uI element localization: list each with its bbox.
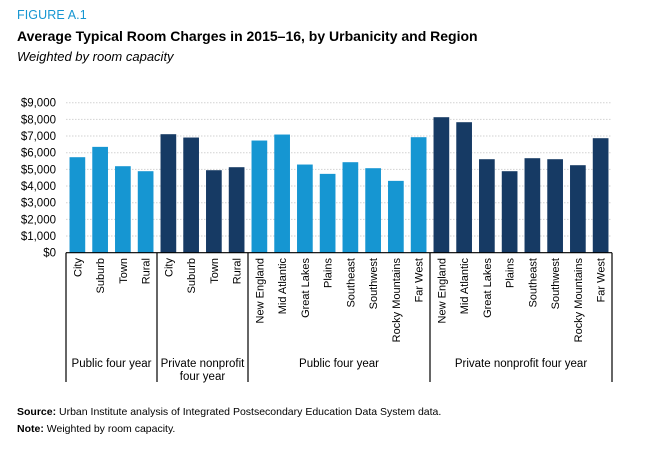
x-tick-label: Rocky Mountains bbox=[391, 258, 403, 343]
group-label: Public four year bbox=[299, 358, 379, 370]
bar bbox=[274, 134, 290, 253]
note-text: Weighted by room capacity. bbox=[43, 423, 176, 435]
y-axis: $0 $1,000 $2,000 $3,000 $4,000 $5,000 $6,000 $7… bbox=[21, 98, 56, 260]
y-tick-label: $1,000 bbox=[21, 231, 56, 243]
x-tick-label: Rural bbox=[232, 258, 244, 284]
bar bbox=[183, 137, 199, 253]
y-tick-label: $4,000 bbox=[21, 181, 56, 193]
bar bbox=[319, 173, 336, 253]
bar-chart: $0 $1,000 $2,000 $3,000 $4,000 $5,000 $6,000 $7… bbox=[21, 98, 613, 383]
source-label: Source: bbox=[17, 406, 57, 418]
y-tick-label: $7,000 bbox=[21, 131, 56, 143]
bar bbox=[365, 168, 381, 253]
chart-subtitle: Weighted by room capacity bbox=[17, 49, 174, 64]
bars bbox=[69, 117, 609, 253]
group-label: Private nonprofit bbox=[161, 358, 246, 370]
bar bbox=[228, 167, 245, 253]
figure-label: FIGURE A.1 bbox=[17, 8, 87, 22]
x-tick-label: Mid Atlantic bbox=[277, 258, 289, 315]
x-tick-label: New England bbox=[436, 258, 448, 323]
x-tick-label: Far West bbox=[596, 258, 608, 302]
group-label: Private nonprofit four year bbox=[455, 358, 587, 370]
x-tick-label: Town bbox=[118, 258, 130, 284]
y-tick-label: $3,000 bbox=[21, 198, 56, 210]
x-tick-label: Southeast bbox=[345, 258, 357, 308]
y-tick-label: $9,000 bbox=[21, 98, 56, 110]
bar bbox=[297, 164, 313, 253]
bar bbox=[388, 180, 404, 253]
x-tick-label: New England bbox=[254, 258, 266, 323]
bar bbox=[137, 171, 154, 253]
x-tick-label: Suburb bbox=[186, 258, 198, 293]
y-tick-label: $6,000 bbox=[21, 148, 56, 160]
x-tick-label: City bbox=[163, 258, 175, 277]
x-tick-label: Great Lakes bbox=[482, 258, 494, 318]
bar bbox=[570, 165, 586, 253]
bar bbox=[433, 117, 450, 253]
bar bbox=[115, 166, 131, 253]
x-tick-label: Rural bbox=[141, 258, 153, 284]
x-tick-label: Mid Atlantic bbox=[459, 258, 471, 315]
bar bbox=[456, 122, 472, 253]
bar bbox=[547, 159, 563, 253]
x-tick-label: Plains bbox=[505, 258, 517, 288]
x-tick-label: Town bbox=[209, 258, 221, 284]
note-label: Note: bbox=[17, 423, 44, 435]
x-tick-label: Southwest bbox=[368, 258, 380, 309]
x-tick-label: Great Lakes bbox=[300, 258, 312, 318]
bar bbox=[501, 171, 518, 253]
group-label: Public four year bbox=[72, 358, 152, 370]
y-tick-label: $0 bbox=[43, 248, 56, 260]
y-tick-label: $5,000 bbox=[21, 164, 56, 176]
x-tick-label: Far West bbox=[414, 258, 426, 302]
bar bbox=[479, 159, 495, 253]
bar bbox=[160, 134, 177, 253]
x-tick-label: Plains bbox=[323, 258, 335, 288]
x-tick-label: Suburb bbox=[95, 258, 107, 293]
bar bbox=[206, 170, 222, 253]
x-axis: City Suburb Town Rural Public four year City S… bbox=[65, 252, 613, 383]
bar bbox=[251, 140, 268, 253]
gridlines bbox=[66, 102, 612, 237]
bar bbox=[524, 158, 541, 253]
x-tick-label: Southwest bbox=[550, 258, 562, 309]
source-text: Urban Institute analysis of Integrated P… bbox=[56, 406, 442, 418]
bar bbox=[592, 138, 609, 253]
y-tick-label: $2,000 bbox=[21, 214, 56, 226]
x-tick-label: Rocky Mountains bbox=[573, 258, 585, 343]
bar bbox=[92, 146, 108, 253]
x-tick-label: City bbox=[72, 258, 84, 277]
bar bbox=[69, 157, 86, 253]
source-note: Source: Urban Institute analysis of Inte… bbox=[17, 406, 441, 418]
note: Note: Weighted by room capacity. bbox=[17, 423, 175, 435]
bar bbox=[410, 137, 427, 253]
x-tick-label: Southeast bbox=[527, 258, 539, 308]
chart-title: Average Typical Room Charges in 2015–16,… bbox=[17, 28, 478, 44]
bar bbox=[342, 162, 359, 253]
group-label: four year bbox=[180, 371, 226, 383]
y-tick-label: $8,000 bbox=[21, 114, 56, 126]
